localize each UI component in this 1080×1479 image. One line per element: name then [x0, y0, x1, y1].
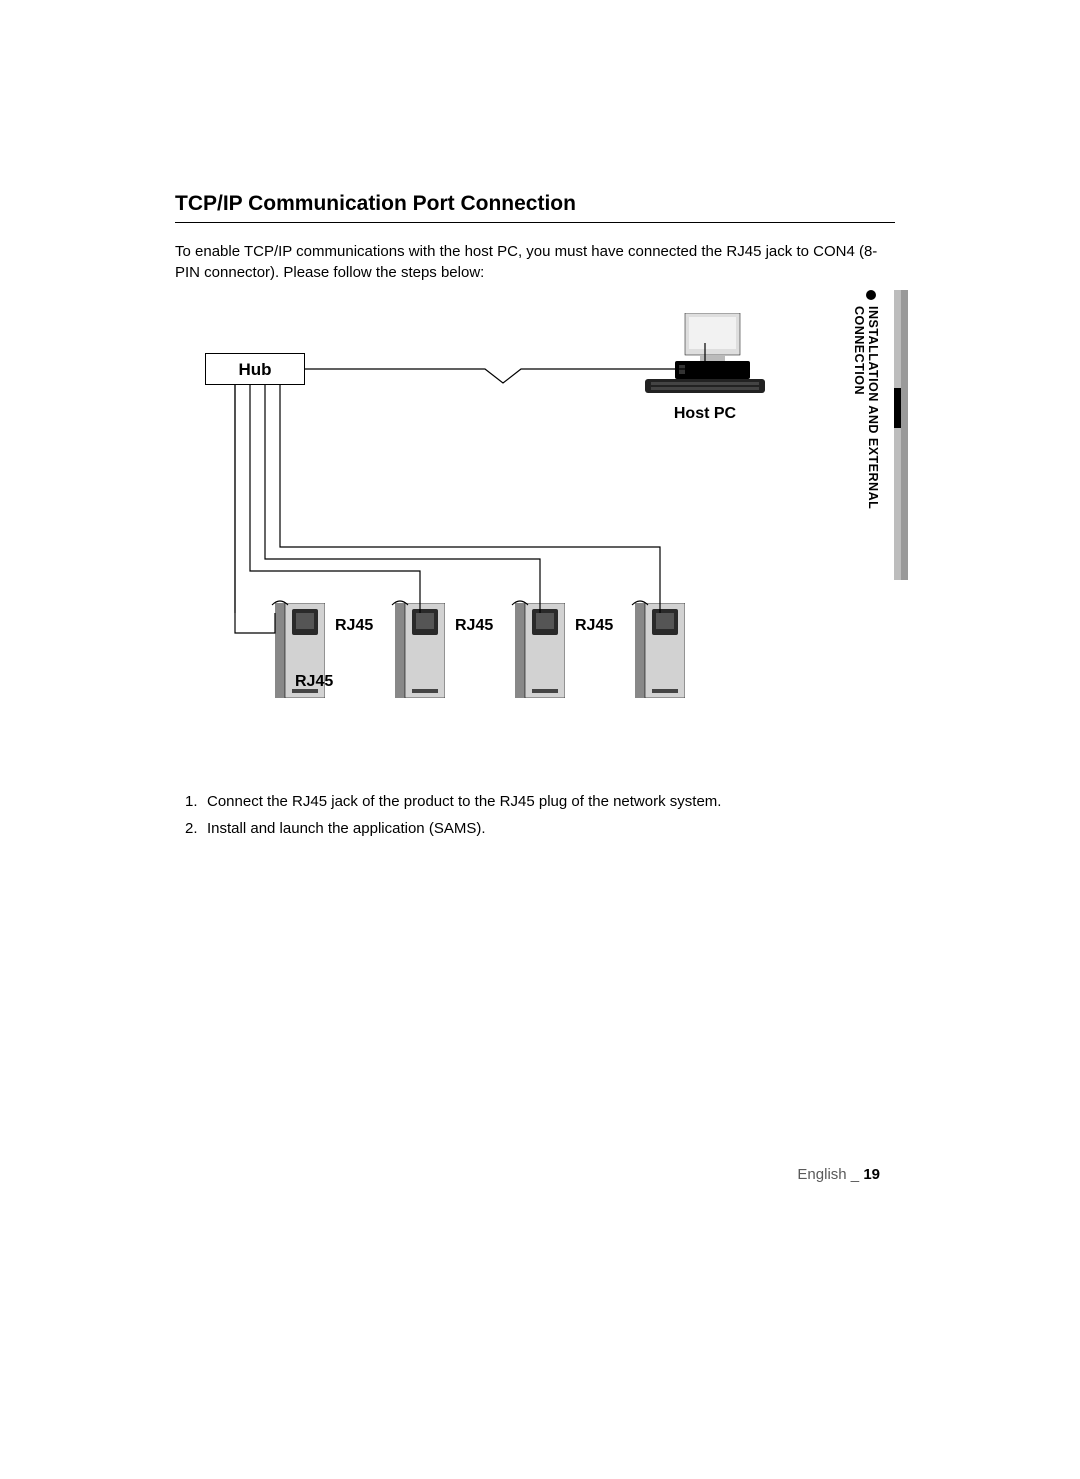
diagram-wires	[185, 323, 825, 743]
step-text: Install and launch the application (SAMS…	[207, 820, 486, 837]
bullet-icon	[866, 290, 876, 300]
intro-text: To enable TCP/IP communications with the…	[175, 241, 895, 283]
hub-node: Hub	[205, 353, 305, 385]
page-footer: English _ 19	[797, 1166, 880, 1183]
step-item: 2.Install and launch the application (SA…	[185, 820, 895, 837]
thumb-index-bars	[894, 290, 908, 580]
step-item: 1.Connect the RJ45 jack of the product t…	[185, 793, 895, 810]
step-text: Connect the RJ45 jack of the product to …	[207, 793, 721, 810]
page-number: 19	[863, 1166, 880, 1183]
footer-lang: English _	[797, 1166, 859, 1183]
steps-list: 1.Connect the RJ45 jack of the product t…	[185, 793, 895, 837]
side-tab-text: INSTALLATION AND EXTERNAL CONNECTION	[860, 306, 880, 576]
connection-diagram: Hub Host PC RJ45	[185, 323, 825, 743]
section-title: TCP/IP Communication Port Connection	[175, 192, 895, 223]
section-side-tab: INSTALLATION AND EXTERNAL CONNECTION	[860, 290, 890, 580]
